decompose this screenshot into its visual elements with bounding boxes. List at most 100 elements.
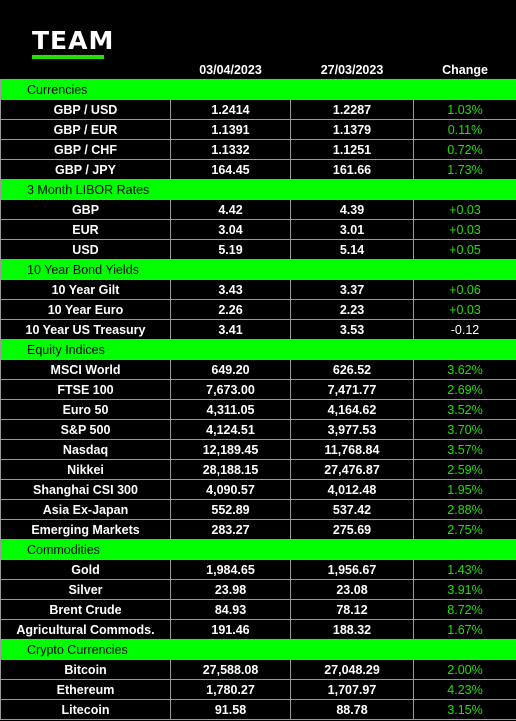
change-cell: 2.75% bbox=[413, 519, 516, 540]
table-row: Gold 1,984.65 1,956.67 1.43% bbox=[0, 559, 516, 580]
change-cell: 8.72% bbox=[413, 599, 516, 620]
table-row: Agricultural Commods. 191.46 188.32 1.67% bbox=[0, 619, 516, 640]
instrument-name-cell: Brent Crude bbox=[0, 599, 171, 620]
instrument-name-cell: Shanghai CSI 300 bbox=[0, 479, 171, 500]
instrument-name-cell: 10 Year US Treasury bbox=[0, 319, 171, 340]
instrument-name-cell: Nikkei bbox=[0, 459, 171, 480]
instrument-name-cell: Emerging Markets bbox=[0, 519, 171, 540]
current-value-cell: 4,311.05 bbox=[170, 399, 291, 420]
change-cell: -0.12 bbox=[413, 319, 516, 340]
table-row: Shanghai CSI 300 4,090.57 4,012.48 1.95% bbox=[0, 479, 516, 500]
change-cell: 2.88% bbox=[413, 499, 516, 520]
instrument-name-cell: Silver bbox=[0, 579, 171, 600]
instrument-name-cell: EUR bbox=[0, 219, 171, 240]
table-row: 10 Year Gilt 3.43 3.37 +0.06 bbox=[0, 279, 516, 300]
instrument-name-cell: Euro 50 bbox=[0, 399, 171, 420]
section-header-row: Equity Indices bbox=[0, 339, 516, 360]
current-value-cell: 1,984.65 bbox=[170, 559, 291, 580]
current-value-cell: 164.45 bbox=[170, 159, 291, 180]
previous-value-cell: 88.78 bbox=[290, 699, 414, 720]
change-cell: 4.23% bbox=[413, 679, 516, 700]
previous-value-cell: 78.12 bbox=[290, 599, 414, 620]
change-cell: 3.15% bbox=[413, 699, 516, 720]
change-cell: 1.67% bbox=[413, 619, 516, 640]
current-value-cell: 3.04 bbox=[170, 219, 291, 240]
table-row: Bitcoin 27,588.08 27,048.29 2.00% bbox=[0, 659, 516, 680]
header-change: Change bbox=[442, 63, 488, 77]
instrument-name-cell: GBP / JPY bbox=[0, 159, 171, 180]
logo-underline bbox=[32, 55, 104, 59]
instrument-name-cell: MSCI World bbox=[0, 359, 171, 380]
change-cell: 3.62% bbox=[413, 359, 516, 380]
instrument-name-cell: 10 Year Gilt bbox=[0, 279, 171, 300]
current-value-cell: 7,673.00 bbox=[170, 379, 291, 400]
previous-value-cell: 3.37 bbox=[290, 279, 414, 300]
previous-value-cell: 5.14 bbox=[290, 239, 414, 260]
instrument-name-cell: Nasdaq bbox=[0, 439, 171, 460]
header-row: 03/04/2023 27/03/2023 Change bbox=[1, 61, 516, 80]
table-row: Nasdaq 12,189.45 11,768.84 3.57% bbox=[0, 439, 516, 460]
previous-value-cell: 27,048.29 bbox=[290, 659, 414, 680]
change-cell: 3.52% bbox=[413, 399, 516, 420]
section-header-row: Crypto Currencies bbox=[0, 639, 516, 660]
table-row: MSCI World 649.20 626.52 3.62% bbox=[0, 359, 516, 380]
instrument-name-cell: Agricultural Commods. bbox=[0, 619, 171, 640]
table-row: Litecoin 91.58 88.78 3.15% bbox=[0, 699, 516, 720]
previous-value-cell: 3,977.53 bbox=[290, 419, 414, 440]
header-previous-date: 27/03/2023 bbox=[320, 63, 384, 77]
table-row: Emerging Markets 283.27 275.69 2.75% bbox=[0, 519, 516, 540]
previous-value-cell: 23.08 bbox=[290, 579, 414, 600]
current-value-cell: 191.46 bbox=[170, 619, 291, 640]
current-value-cell: 3.41 bbox=[170, 319, 291, 340]
previous-value-cell: 1,707.97 bbox=[290, 679, 414, 700]
table-row: GBP / JPY 164.45 161.66 1.73% bbox=[0, 159, 516, 180]
previous-value-cell: 4,164.62 bbox=[290, 399, 414, 420]
section-title: Crypto Currencies bbox=[0, 639, 516, 660]
previous-value-cell: 11,768.84 bbox=[290, 439, 414, 460]
previous-value-cell: 1.1251 bbox=[290, 139, 414, 160]
table-row: GBP 4.42 4.39 +0.03 bbox=[0, 199, 516, 220]
previous-value-cell: 1,956.67 bbox=[290, 559, 414, 580]
change-cell: +0.03 bbox=[413, 199, 516, 220]
table-row: Ethereum 1,780.27 1,707.97 4.23% bbox=[0, 679, 516, 700]
current-value-cell: 1.2414 bbox=[170, 99, 291, 120]
header-current-date: 03/04/2023 bbox=[199, 63, 262, 77]
instrument-name-cell: S&P 500 bbox=[0, 419, 171, 440]
instrument-name-cell: GBP / CHF bbox=[0, 139, 171, 160]
previous-value-cell: 2.23 bbox=[290, 299, 414, 320]
change-cell: 0.72% bbox=[413, 139, 516, 160]
table-row: Euro 50 4,311.05 4,164.62 3.52% bbox=[0, 399, 516, 420]
instrument-name-cell: GBP / EUR bbox=[0, 119, 171, 140]
instrument-name-cell: GBP / USD bbox=[0, 99, 171, 120]
current-value-cell: 4,090.57 bbox=[170, 479, 291, 500]
previous-value-cell: 537.42 bbox=[290, 499, 414, 520]
section-header-row: Currencies bbox=[0, 79, 516, 100]
change-cell: +0.03 bbox=[413, 219, 516, 240]
current-value-cell: 2.26 bbox=[170, 299, 291, 320]
current-value-cell: 91.58 bbox=[170, 699, 291, 720]
table-row: Brent Crude 84.93 78.12 8.72% bbox=[0, 599, 516, 620]
section-title: Currencies bbox=[0, 79, 516, 100]
table-row: Nikkei 28,188.15 27,476.87 2.59% bbox=[0, 459, 516, 480]
current-value-cell: 12,189.45 bbox=[170, 439, 291, 460]
current-value-cell: 23.98 bbox=[170, 579, 291, 600]
table-row: GBP / CHF 1.1332 1.1251 0.72% bbox=[0, 139, 516, 160]
instrument-name-cell: Ethereum bbox=[0, 679, 171, 700]
current-value-cell: 649.20 bbox=[170, 359, 291, 380]
previous-value-cell: 4,012.48 bbox=[290, 479, 414, 500]
change-cell: 1.73% bbox=[413, 159, 516, 180]
table-row: EUR 3.04 3.01 +0.03 bbox=[0, 219, 516, 240]
change-cell: 3.91% bbox=[413, 579, 516, 600]
table-row: USD 5.19 5.14 +0.05 bbox=[0, 239, 516, 260]
current-value-cell: 1,780.27 bbox=[170, 679, 291, 700]
change-cell: 1.95% bbox=[413, 479, 516, 500]
market-table-body: 03/04/2023 27/03/2023 Change Currencies G… bbox=[0, 61, 516, 720]
current-value-cell: 84.93 bbox=[170, 599, 291, 620]
instrument-name-cell: USD bbox=[0, 239, 171, 260]
logo-text: TEAM bbox=[32, 26, 115, 55]
header-name bbox=[1, 61, 171, 80]
current-value-cell: 4,124.51 bbox=[170, 419, 291, 440]
section-title: Equity Indices bbox=[0, 339, 516, 360]
previous-value-cell: 3.01 bbox=[290, 219, 414, 240]
section-header-row: 3 Month LIBOR Rates bbox=[0, 179, 516, 200]
